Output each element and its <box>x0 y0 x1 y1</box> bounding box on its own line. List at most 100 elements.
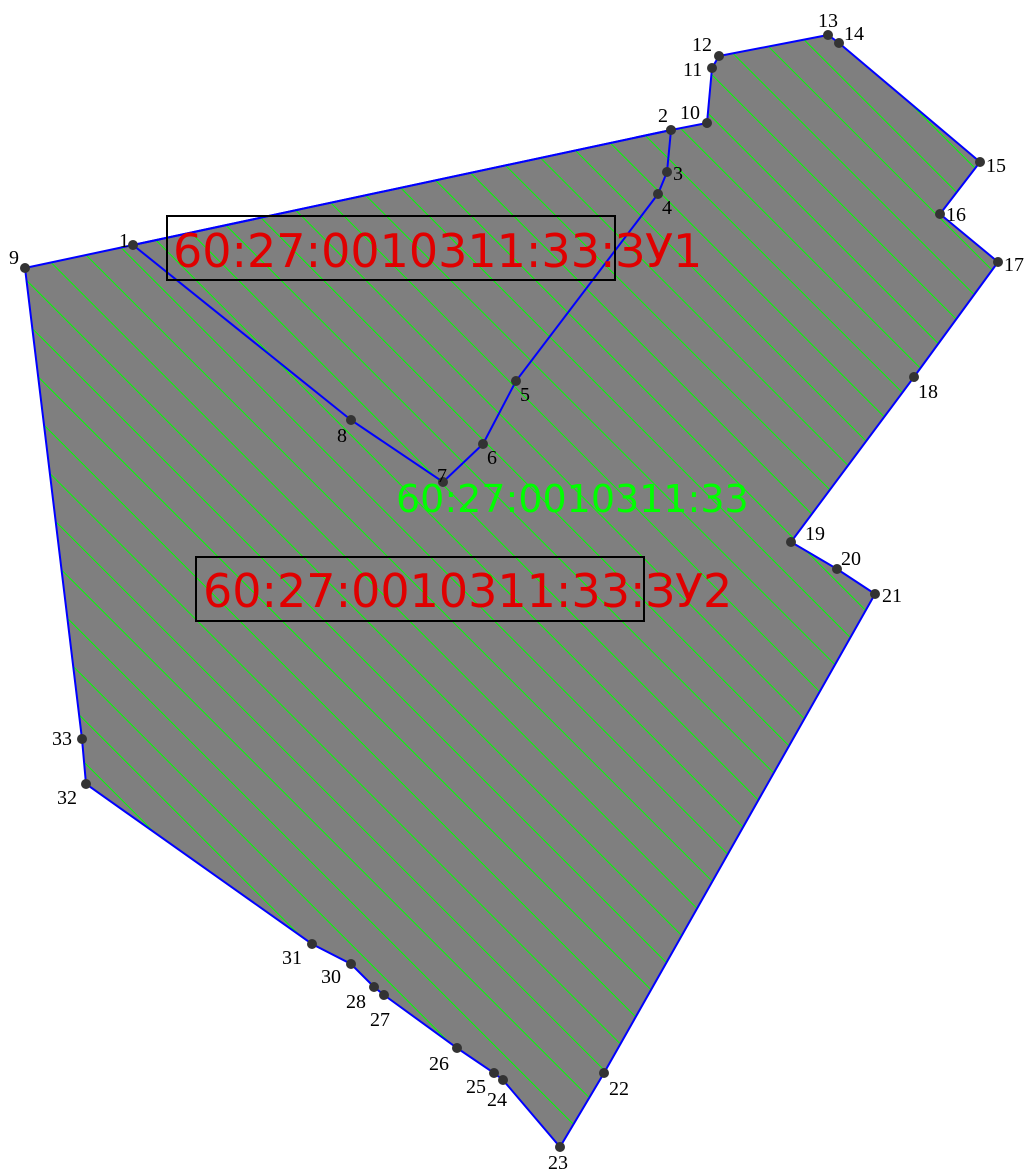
boundary-point-16[interactable]: 16 <box>935 204 966 226</box>
boundary-point-12[interactable]: 12 <box>692 34 724 61</box>
boundary-point-2[interactable]: 2 <box>658 105 676 135</box>
point-number: 20 <box>841 548 861 570</box>
point-number: 26 <box>429 1053 449 1075</box>
boundary-point-33[interactable]: 33 <box>52 728 87 750</box>
point-number: 27 <box>370 1009 390 1031</box>
boundary-point-10[interactable]: 10 <box>680 102 712 128</box>
parcel-label-text: 60:27:0010311:33:ЗУ1 <box>173 224 702 278</box>
point-marker <box>786 537 796 547</box>
point-number: 12 <box>692 34 712 56</box>
point-marker <box>993 257 1003 267</box>
parcel-label-zu1[interactable]: 60:27:0010311:33:ЗУ1 <box>166 215 702 281</box>
point-marker <box>714 51 724 61</box>
point-number: 22 <box>609 1078 629 1100</box>
point-number: 30 <box>321 966 341 988</box>
point-marker <box>20 263 30 273</box>
boundary-point-18[interactable]: 18 <box>909 372 938 403</box>
boundary-point-4[interactable]: 4 <box>653 189 672 219</box>
point-marker <box>834 38 844 48</box>
boundary-point-31[interactable]: 31 <box>282 939 317 969</box>
boundary-point-13[interactable]: 13 <box>818 10 838 40</box>
point-marker <box>909 372 919 382</box>
boundary-point-20[interactable]: 20 <box>832 548 861 574</box>
boundary-point-24[interactable]: 24 <box>487 1075 508 1111</box>
boundary-point-22[interactable]: 22 <box>599 1068 629 1100</box>
boundary-point-1[interactable]: 1 <box>119 230 138 252</box>
parcel-label-zu2[interactable]: 60:27:0010311:33:ЗУ2 <box>195 556 732 622</box>
point-marker <box>128 240 138 250</box>
point-number: 17 <box>1004 254 1024 276</box>
point-number: 1 <box>119 230 129 252</box>
point-marker <box>346 415 356 425</box>
point-number: 14 <box>844 23 864 45</box>
point-number: 23 <box>548 1152 568 1174</box>
point-number: 18 <box>918 381 938 403</box>
point-marker <box>662 167 672 177</box>
point-number: 7 <box>437 465 447 487</box>
point-number: 24 <box>487 1089 507 1111</box>
boundary-point-14[interactable]: 14 <box>834 23 864 48</box>
point-number: 4 <box>662 197 672 219</box>
point-marker <box>369 982 379 992</box>
point-marker <box>77 734 87 744</box>
point-number: 10 <box>680 102 700 124</box>
point-marker <box>81 779 91 789</box>
boundary-point-6[interactable]: 6 <box>478 439 497 469</box>
parcel-label-frame <box>195 556 645 622</box>
boundary-point-17[interactable]: 17 <box>993 254 1024 276</box>
point-number: 32 <box>57 787 77 809</box>
point-number: 15 <box>986 155 1006 177</box>
point-marker <box>498 1075 508 1085</box>
boundary-point-15[interactable]: 15 <box>975 155 1006 177</box>
point-marker <box>307 939 317 949</box>
point-number: 25 <box>466 1076 486 1098</box>
point-number: 31 <box>282 947 302 969</box>
parcel-label-frame <box>166 215 616 281</box>
point-number: 6 <box>487 447 497 469</box>
boundary-point-32[interactable]: 32 <box>57 779 91 809</box>
boundary-point-8[interactable]: 8 <box>337 415 356 447</box>
boundary-point-3[interactable]: 3 <box>662 163 683 185</box>
boundary-points: 1234567891011121314151617181920212223242… <box>9 10 1024 1174</box>
cadastral-number-label: 60:27:0010311:33 <box>396 477 749 521</box>
point-number: 16 <box>946 204 966 226</box>
point-marker <box>666 125 676 135</box>
boundary-point-30[interactable]: 30 <box>321 959 356 988</box>
point-number: 5 <box>520 384 530 406</box>
boundary-point-28[interactable]: 28 <box>346 982 379 1013</box>
point-marker <box>379 990 389 1000</box>
point-marker <box>511 376 521 386</box>
parcel-areas <box>25 35 998 1147</box>
point-marker <box>489 1068 499 1078</box>
point-marker <box>346 959 356 969</box>
boundary-point-11[interactable]: 11 <box>683 59 717 81</box>
point-marker <box>599 1068 609 1078</box>
point-marker <box>478 439 488 449</box>
parcel-hatch <box>25 35 998 1147</box>
boundary-point-5[interactable]: 5 <box>511 376 530 406</box>
boundary-point-7[interactable]: 7 <box>437 465 448 487</box>
boundary-point-19[interactable]: 19 <box>786 523 825 547</box>
parcel-label-text: 60:27:0010311:33:ЗУ2 <box>203 564 732 618</box>
point-marker <box>823 30 833 40</box>
point-number: 21 <box>882 585 902 607</box>
point-number: 19 <box>805 523 825 545</box>
point-marker <box>975 157 985 167</box>
point-number: 2 <box>658 105 668 127</box>
point-number: 8 <box>337 425 347 447</box>
point-marker <box>935 209 945 219</box>
boundary-point-21[interactable]: 21 <box>870 585 902 607</box>
point-number: 11 <box>683 59 702 81</box>
boundary-point-9[interactable]: 9 <box>9 247 30 273</box>
boundary-point-27[interactable]: 27 <box>370 990 390 1031</box>
point-number: 33 <box>52 728 72 750</box>
boundary-point-25[interactable]: 25 <box>466 1068 499 1098</box>
point-marker <box>702 118 712 128</box>
point-marker <box>870 589 880 599</box>
point-number: 13 <box>818 10 838 32</box>
point-number: 9 <box>9 247 19 269</box>
boundary-point-26[interactable]: 26 <box>429 1043 462 1075</box>
point-marker <box>555 1142 565 1152</box>
boundary-point-23[interactable]: 23 <box>548 1142 568 1174</box>
